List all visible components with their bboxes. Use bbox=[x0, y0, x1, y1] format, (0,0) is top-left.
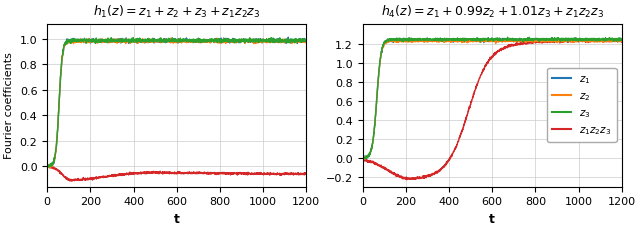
X-axis label: t: t bbox=[490, 212, 495, 225]
Y-axis label: Fourier coefficients: Fourier coefficients bbox=[4, 52, 14, 159]
Legend: $z_1$, $z_2$, $z_3$, $z_1z_2z_3$: $z_1$, $z_2$, $z_3$, $z_1z_2z_3$ bbox=[547, 69, 616, 142]
X-axis label: t: t bbox=[174, 212, 180, 225]
Title: $h_4(z) = z_1 + 0.99z_2 + 1.01z_3 + z_1z_2z_3$: $h_4(z) = z_1 + 0.99z_2 + 1.01z_3 + z_1z… bbox=[381, 4, 604, 20]
Title: $h_1(z) = z_1 + z_2 + z_3 + z_1z_2z_3$: $h_1(z) = z_1 + z_2 + z_3 + z_1z_2z_3$ bbox=[93, 4, 260, 20]
